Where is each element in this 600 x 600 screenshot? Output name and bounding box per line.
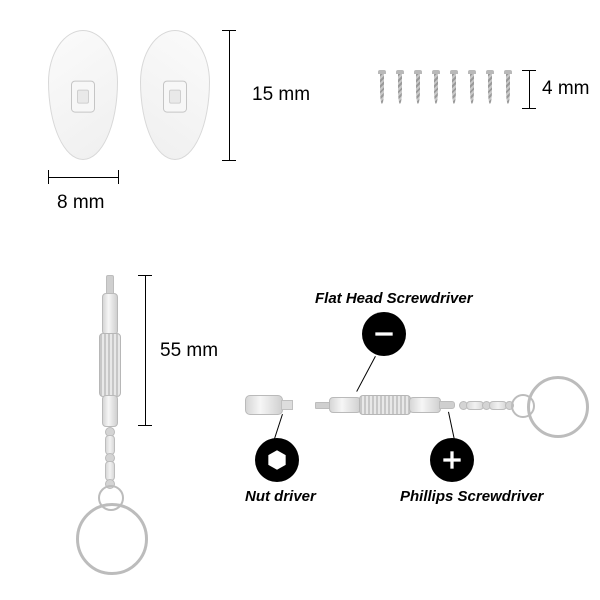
phillips-badge <box>430 438 474 482</box>
flat-head-badge <box>362 312 406 356</box>
screwdriver-exploded <box>245 390 585 420</box>
nose-pad-right <box>140 30 210 160</box>
plus-icon <box>439 447 465 473</box>
screw <box>414 70 422 108</box>
screwdriver-length-label: 55 mm <box>160 340 218 362</box>
dim-8-line <box>48 177 118 178</box>
screw <box>486 70 494 108</box>
nut-socket <box>281 400 293 410</box>
hexagon-icon <box>264 447 290 473</box>
screw <box>450 70 458 108</box>
dim-4-bot-tick <box>522 108 536 109</box>
dim-55-bot-tick <box>138 425 152 426</box>
nut-driver-label: Nut driver <box>245 488 316 505</box>
phillips-label: Phillips Screwdriver <box>400 488 543 505</box>
dim-4-line <box>529 70 530 108</box>
dim-15-bot-tick <box>222 160 236 161</box>
dim-15-line <box>229 30 230 160</box>
screw <box>468 70 476 108</box>
nose-pad-left <box>48 30 118 160</box>
screw <box>396 70 404 108</box>
flat-head-label: Flat Head Screwdriver <box>315 290 473 307</box>
screw <box>504 70 512 108</box>
screwdriver-vertical <box>94 275 124 575</box>
minus-icon <box>371 321 397 347</box>
screw-length-label: 4 mm <box>542 78 590 100</box>
nose-pad-insert <box>163 81 187 113</box>
dim-55-line <box>145 275 146 425</box>
nose-pad-height-label: 15 mm <box>252 84 310 106</box>
nose-pad-insert <box>71 81 95 113</box>
screw <box>378 70 386 108</box>
dim-8-right-tick <box>118 170 119 184</box>
nut-driver-badge <box>255 438 299 482</box>
flat-head-leader <box>356 356 376 392</box>
nose-pad-width-label: 8 mm <box>57 192 105 214</box>
screw <box>432 70 440 108</box>
